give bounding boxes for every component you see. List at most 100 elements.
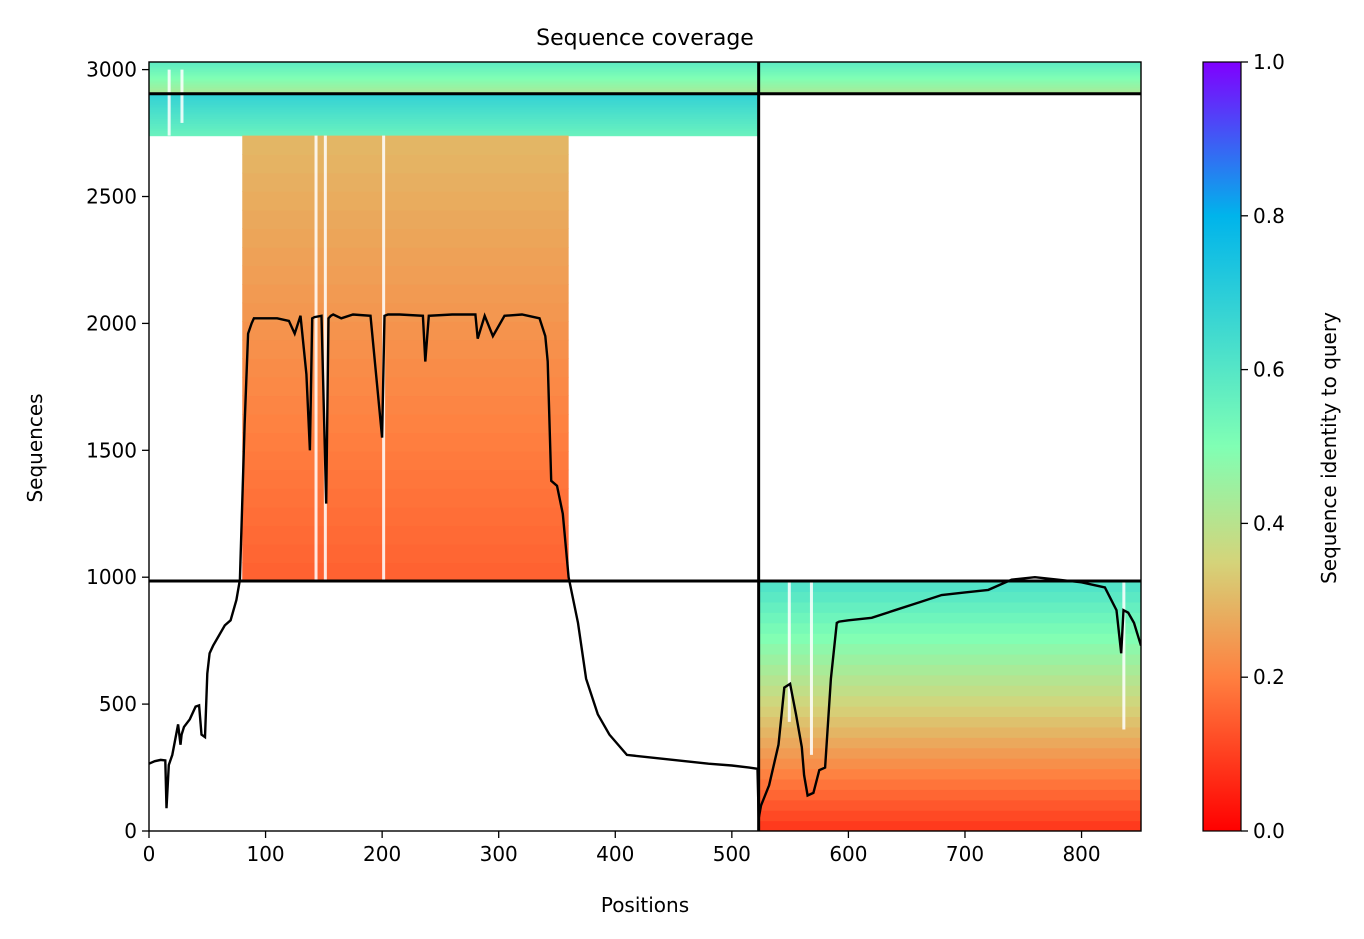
- y-tick-label: 0: [124, 819, 137, 843]
- coverage-band: [242, 432, 569, 452]
- coverage-band: [758, 71, 1141, 74]
- gap-stripe: [180, 69, 184, 123]
- coverage-band: [242, 228, 569, 248]
- coverage-band: [758, 68, 1141, 71]
- coverage-band: [758, 77, 1141, 80]
- colorbar-tick-label: 0.0: [1253, 819, 1285, 843]
- coverage-band: [758, 88, 1141, 91]
- y-axis-label: Sequences: [23, 393, 47, 502]
- coverage-band: [758, 83, 1141, 86]
- x-tick-label: 200: [363, 842, 401, 866]
- x-tick-label: 0: [143, 842, 156, 866]
- y-tick-label: 1000: [86, 565, 137, 589]
- coverage-band: [242, 321, 569, 341]
- gap-stripe: [809, 581, 813, 755]
- coverage-band: [242, 246, 569, 267]
- coverage-band: [758, 601, 1141, 613]
- coverage-band: [758, 65, 1141, 68]
- coverage-band: [149, 119, 759, 123]
- coverage-band: [149, 80, 759, 83]
- coverage-band: [149, 107, 759, 111]
- x-tick-label: 100: [246, 842, 284, 866]
- coverage-band: [758, 810, 1141, 822]
- colorbar-label: Sequence identity to query: [1317, 312, 1341, 584]
- coverage-band: [758, 85, 1141, 88]
- x-tick-label: 600: [829, 842, 867, 866]
- coverage-band: [758, 747, 1141, 759]
- coverage-band: [758, 79, 1141, 82]
- x-tick-label: 300: [480, 842, 518, 866]
- coverage-band: [758, 778, 1141, 790]
- coverage-band: [242, 154, 569, 174]
- coverage-band: [149, 97, 759, 100]
- coverage-band: [242, 525, 569, 545]
- coverage-band: [149, 75, 759, 78]
- coverage-band: [758, 69, 1141, 72]
- colorbar-ticks: 0.0 0.2 0.4 0.6 0.8 1.0: [1241, 50, 1285, 843]
- coverage-heatmap: [149, 62, 1141, 831]
- coverage-band: [149, 79, 759, 82]
- coverage-band: [149, 91, 759, 94]
- colorbar-tick-label: 0.6: [1253, 358, 1285, 382]
- coverage-band: [242, 451, 569, 471]
- coverage-band: [149, 88, 759, 91]
- coverage-band: [758, 664, 1141, 676]
- plot-frame: [148, 61, 1142, 832]
- coverage-band: [758, 820, 1141, 831]
- coverage-band: [149, 83, 759, 86]
- coverage-band: [242, 172, 569, 192]
- coverage-band: [149, 69, 759, 72]
- coverage-band: [149, 125, 759, 128]
- x-axis: 0 100 200 300 400 500 600 700 800: [143, 831, 1101, 866]
- coverage-band: [758, 81, 1141, 84]
- coverage-band: [758, 726, 1141, 738]
- coverage-band: [758, 84, 1141, 87]
- coverage-band: [149, 89, 759, 92]
- coverage-band: [149, 63, 759, 66]
- coverage-band: [242, 543, 569, 564]
- gap-stripe: [167, 69, 171, 136]
- colorbar-tick-label: 0.4: [1253, 511, 1285, 535]
- coverage-band: [242, 469, 569, 489]
- coverage-band: [758, 737, 1141, 749]
- coverage-band: [242, 506, 569, 526]
- coverage-band: [242, 265, 569, 285]
- x-tick-label: 400: [596, 842, 634, 866]
- coverage-band: [149, 116, 759, 119]
- coverage-band: [758, 87, 1141, 90]
- coverage-band: [149, 67, 759, 70]
- coverage-band: [242, 191, 569, 211]
- colorbar-tick-label: 0.8: [1253, 204, 1285, 228]
- coverage-band: [242, 413, 569, 434]
- coverage-band: [758, 768, 1141, 780]
- coverage-band: [149, 105, 759, 109]
- coverage-band: [758, 591, 1141, 603]
- y-tick-label: 1500: [86, 438, 137, 462]
- x-tick-label: 500: [713, 842, 751, 866]
- gap-stripe: [787, 581, 791, 722]
- coverage-band: [242, 302, 569, 322]
- coverage-band: [149, 126, 759, 130]
- coverage-band: [758, 62, 1141, 64]
- coverage-band: [758, 674, 1141, 686]
- coverage-band: [149, 65, 759, 68]
- coverage-band: [149, 100, 759, 104]
- coverage-band: [242, 339, 569, 359]
- coverage-band: [758, 799, 1141, 811]
- coverage-band: [149, 72, 759, 75]
- coverage-band: [758, 706, 1141, 718]
- coverage-band: [149, 123, 759, 126]
- x-tick-label: 800: [1062, 842, 1100, 866]
- coverage-band: [758, 622, 1141, 634]
- coverage-band: [149, 68, 759, 71]
- colorbar-tick-label: 0.2: [1253, 665, 1285, 689]
- y-tick-label: 500: [99, 692, 137, 716]
- coverage-band: [149, 77, 759, 80]
- coverage-band: [242, 284, 569, 304]
- coverage-band: [758, 716, 1141, 728]
- coverage-band: [758, 64, 1141, 67]
- coverage-band: [149, 118, 759, 121]
- coverage-band: [149, 62, 759, 64]
- coverage-band: [758, 67, 1141, 70]
